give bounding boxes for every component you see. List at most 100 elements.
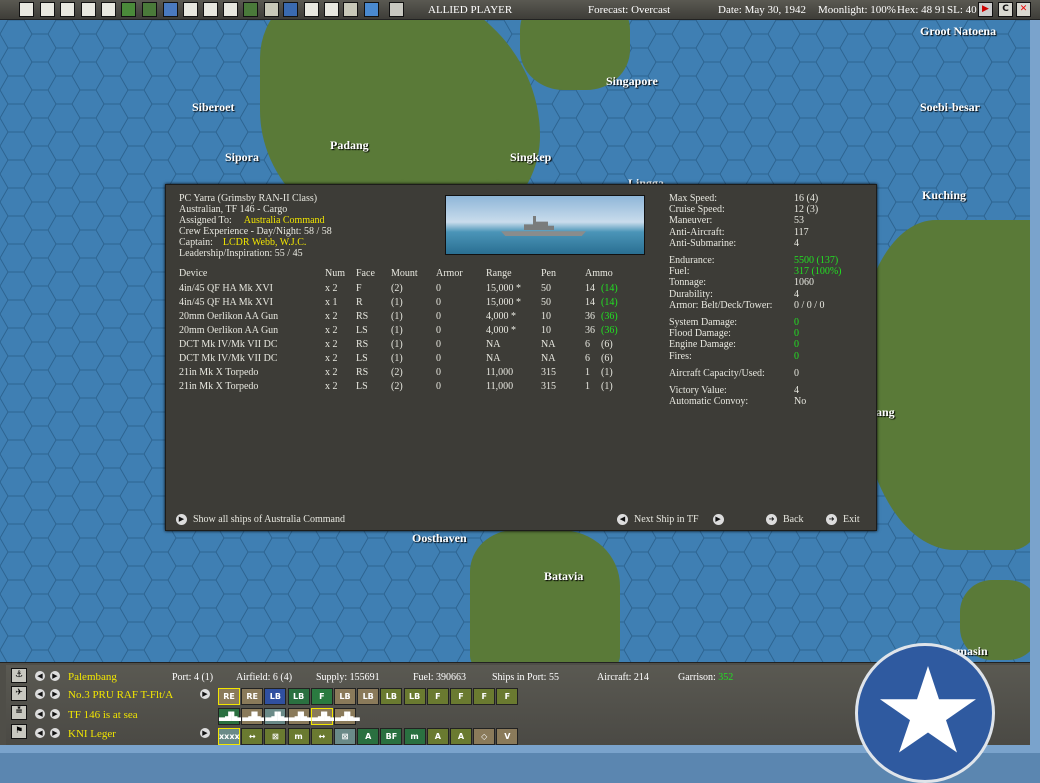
base-name[interactable]: Palembang <box>68 671 117 683</box>
land-unit-icon[interactable]: ↔ <box>310 728 333 745</box>
op-icon[interactable] <box>324 2 339 17</box>
save-icon[interactable] <box>19 2 34 17</box>
cell-mount: (1) <box>391 339 403 350</box>
air-unit-icon[interactable]: F <box>310 688 333 705</box>
air-unit-icon[interactable]: LB <box>357 688 380 705</box>
map-label: Sipora <box>225 150 260 164</box>
combat-report-button[interactable]: C <box>998 2 1013 17</box>
prev-arrow-button[interactable]: ◀ <box>35 728 45 738</box>
ship-unit-icon[interactable]: ▃▟▙▃ <box>310 708 336 725</box>
next-ship-label: Next Ship in TF <box>634 514 699 525</box>
cell-mount: (1) <box>391 325 403 336</box>
flag-icon[interactable]: ⚑ <box>11 724 27 739</box>
tf-status[interactable]: TF 146 is at sea <box>68 709 138 721</box>
close-icon[interactable]: ✕ <box>1016 2 1031 17</box>
ship-icon[interactable]: ≛ <box>11 705 27 720</box>
ship-unit-icon[interactable]: ▃▟▙▃ <box>264 708 290 725</box>
fighter-red-icon[interactable] <box>142 2 157 17</box>
end-turn-icon[interactable] <box>389 2 404 17</box>
ship-unit-icon[interactable]: ▃▟▙▃ <box>334 708 360 725</box>
air-unit-icon[interactable]: LB <box>264 688 287 705</box>
exit-label: Exit <box>843 514 860 525</box>
stat-value: 5500 (137) <box>794 255 839 266</box>
map-label: ang <box>876 405 895 419</box>
land-unit-icon[interactable]: ⊠ <box>334 728 356 745</box>
air-unit-icon[interactable]: LB <box>334 688 356 705</box>
land-unit-icon[interactable]: ⊠ <box>264 728 287 745</box>
air-unit-icon[interactable]: RE <box>241 688 264 705</box>
air-unit-icon[interactable]: RE <box>218 688 240 705</box>
land-unit-icon[interactable]: V <box>496 728 519 745</box>
prev-arrow-button[interactable]: ◀ <box>35 671 45 681</box>
next-arrow-button[interactable]: ▶ <box>50 689 60 699</box>
cell-num: x 2 <box>325 381 338 392</box>
land-unit-icon[interactable]: ↔ <box>241 728 264 745</box>
moonlight: Moonlight: 100% <box>818 4 896 16</box>
target-icon[interactable] <box>304 2 319 17</box>
land-unit-name[interactable]: KNI Leger <box>68 728 116 740</box>
air-unit-icon[interactable]: F <box>496 688 519 705</box>
air-unit-name[interactable]: No.3 PRU RAF T-Flt/A <box>68 689 174 701</box>
land-unit-icon[interactable]: A <box>357 728 380 745</box>
exit-button[interactable]: ➜ Exit <box>826 514 860 526</box>
settings-icon[interactable] <box>343 2 358 17</box>
ship-icon[interactable] <box>81 2 96 17</box>
air-unit-icon[interactable]: F <box>426 688 449 705</box>
player-label: ALLIED PLAYER <box>428 4 513 16</box>
fleet-icon[interactable] <box>264 2 279 17</box>
expand-arrow-button[interactable]: ▶ <box>200 689 210 699</box>
land-unit-icon[interactable]: A <box>426 728 449 745</box>
cell-ammo-max: (14) <box>601 297 618 308</box>
anchor-icon[interactable]: ⚓ <box>11 668 27 683</box>
air-unit-icon[interactable]: F <box>450 688 472 705</box>
expand-arrow-button[interactable]: ▶ <box>200 728 210 738</box>
star-icon[interactable] <box>121 2 136 17</box>
ship-unit-icon[interactable]: ▃▟▙▃ <box>218 708 244 725</box>
cell-armor: 0 <box>436 353 441 364</box>
next-ship-button[interactable]: ◀ Next Ship in TF ▶ <box>617 514 730 526</box>
land-unit-icon[interactable]: BF <box>380 728 403 745</box>
air-unit-icon[interactable]: LB <box>287 688 310 705</box>
land-unit-icon[interactable]: ◇ <box>473 728 496 745</box>
weather-icon[interactable] <box>364 2 379 17</box>
ship-unit-icon[interactable]: ▃▟▙▃ <box>287 708 313 725</box>
ship-unit-icon[interactable]: ▃▟▙▃ <box>241 708 267 725</box>
next-arrow-button[interactable]: ▶ <box>50 671 60 681</box>
land-unit-icon[interactable]: xxxx <box>218 728 240 745</box>
base-icon[interactable] <box>203 2 218 17</box>
arrow-right-icon[interactable]: ▶ <box>712 514 724 526</box>
flag-toggle-icon[interactable]: ▶ <box>978 2 993 17</box>
leadership: Leadership/Inspiration: 55 / 45 <box>179 248 303 259</box>
land-java <box>470 530 620 662</box>
globe-icon[interactable] <box>283 2 298 17</box>
fighter-blue-icon[interactable] <box>163 2 178 17</box>
next-arrow-button[interactable]: ▶ <box>50 709 60 719</box>
land-unit-icon[interactable]: m <box>287 728 310 745</box>
back-arrow-icon: ➜ <box>766 514 777 526</box>
prev-arrow-button[interactable]: ◀ <box>35 689 45 699</box>
cell-face: RS <box>356 367 369 378</box>
air-unit-icon[interactable]: LB <box>403 688 426 705</box>
captain-link[interactable]: LCDR Webb, W.J.C. <box>222 237 307 248</box>
info-icon[interactable] <box>101 2 116 17</box>
terrain-icon[interactable] <box>243 2 258 17</box>
airbase-icon[interactable] <box>223 2 238 17</box>
next-arrow-button[interactable]: ▶ <box>50 728 60 738</box>
port-size: Port: 4 (1) <box>172 672 214 683</box>
arrow-left-icon[interactable]: ◀ <box>617 514 628 526</box>
flag-icon[interactable] <box>183 2 198 17</box>
back-button[interactable]: ➜ Back <box>766 514 804 526</box>
land-unit-icon[interactable]: A <box>450 728 472 745</box>
stat-label: Fuel: <box>669 266 690 278</box>
report-icon[interactable] <box>40 2 55 17</box>
aircraft-icon[interactable]: ✈ <box>11 686 27 701</box>
stat-value: 1060 <box>794 277 814 289</box>
show-all-ships-button[interactable]: ▶ Show all ships of Australia Command <box>176 514 345 526</box>
air-unit-icon[interactable]: LB <box>380 688 403 705</box>
air-unit-icon[interactable]: F <box>473 688 496 705</box>
stat-value: 317 (100%) <box>794 266 842 278</box>
assigned-command-link[interactable]: Australia Command <box>243 215 325 226</box>
airgroup-icon[interactable] <box>60 2 75 17</box>
land-unit-icon[interactable]: m <box>403 728 426 745</box>
prev-arrow-button[interactable]: ◀ <box>35 709 45 719</box>
